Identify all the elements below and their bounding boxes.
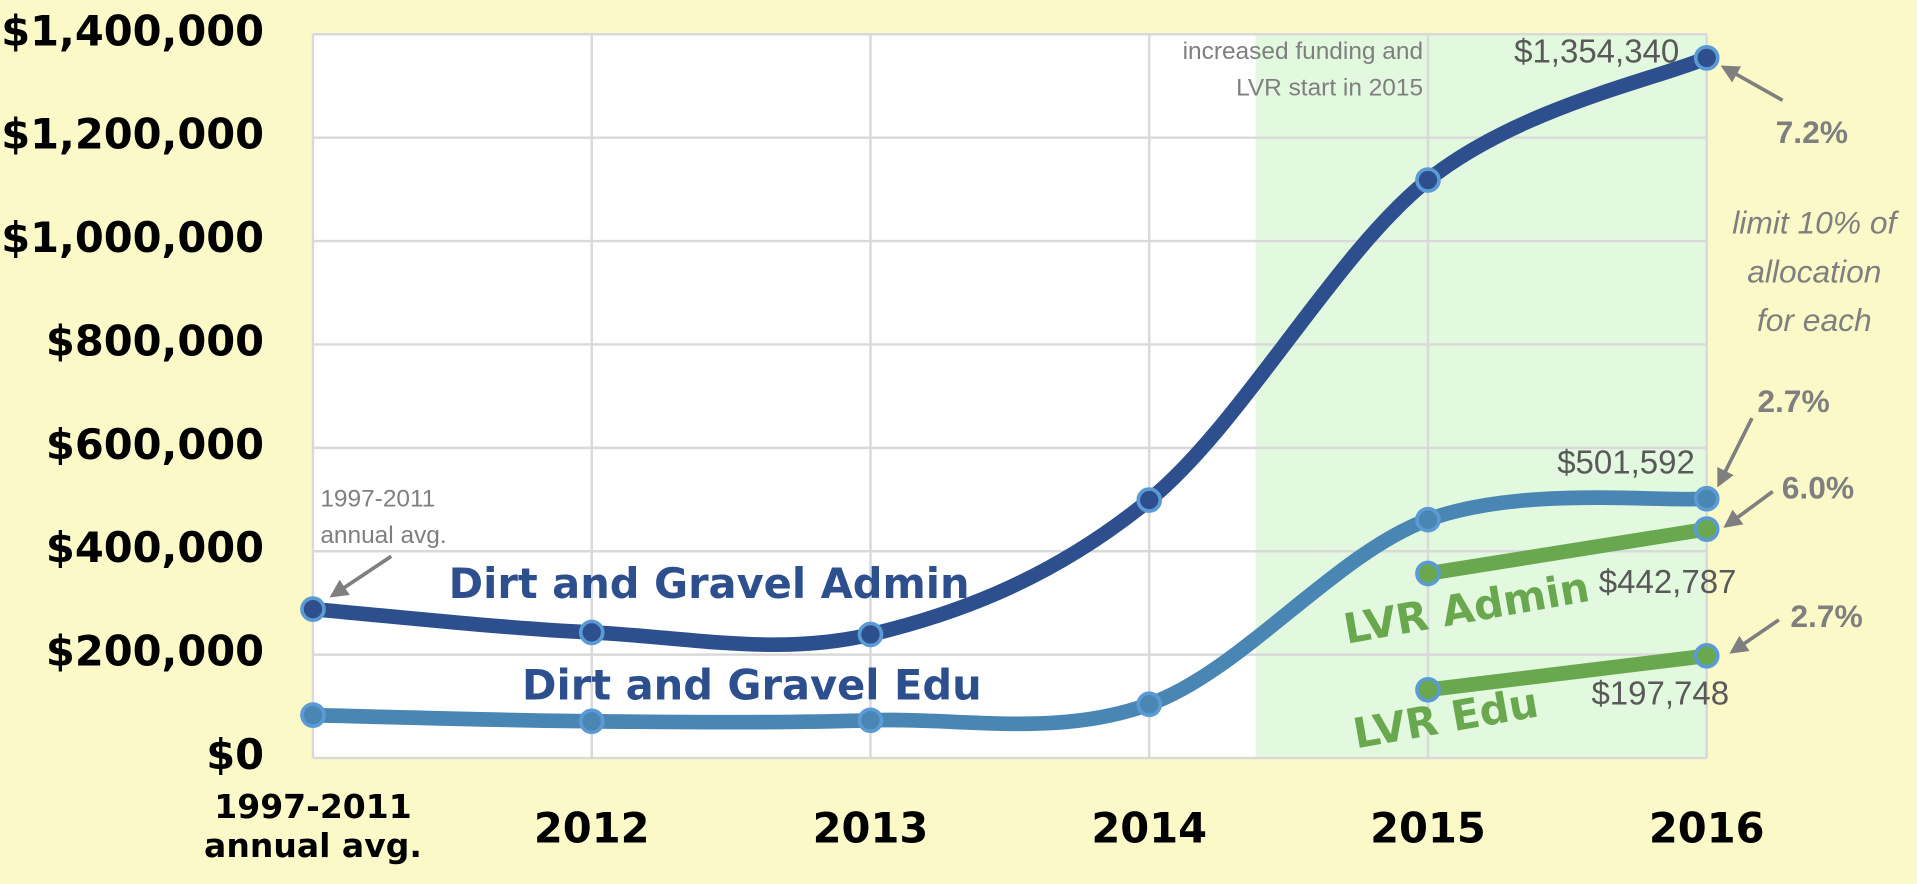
annotation: limit 10% of (1732, 204, 1899, 240)
series-line (1420, 648, 1715, 698)
arrow (329, 554, 393, 598)
annotation: increased funding and (1183, 38, 1424, 65)
arrow (1723, 490, 1774, 528)
x-tick: 2013 (812, 806, 929, 854)
point-marker (1693, 45, 1720, 71)
data-label: $501,592 (1557, 443, 1695, 480)
y-tick-label: $1,000,000 (1, 213, 264, 262)
annotation: for each (1757, 302, 1872, 338)
x-tick-label: 2016 (1648, 806, 1765, 854)
x-tick: 1997-2011 annual avg. (204, 788, 422, 866)
point-marker (300, 596, 326, 622)
x-tick: 2014 (1091, 806, 1208, 854)
x-tick-label: 1997-2011 annual avg. (204, 788, 422, 866)
highlight-region (1255, 34, 1707, 759)
annotation: allocation (1747, 253, 1881, 289)
point-marker (1136, 691, 1163, 718)
point-marker (1136, 487, 1163, 513)
annotation: 6.0% (1782, 470, 1854, 506)
x-tick-label: 2014 (1091, 806, 1208, 854)
series-label: Dirt and Gravel Admin (449, 559, 970, 608)
arrow (1717, 417, 1754, 488)
point-marker (578, 619, 605, 646)
point-marker (857, 707, 884, 734)
x-tick: 2015 (1370, 806, 1486, 854)
x-tick-label: 2013 (812, 806, 929, 854)
y-tick-label: $200,000 (46, 627, 264, 676)
y-tick-label: $600,000 (46, 420, 264, 469)
point-marker (1693, 485, 1720, 512)
y-tick-label: $1,400,000 (1, 6, 264, 55)
x-tick-label: 2015 (1370, 806, 1486, 854)
x-tick: 2016 (1648, 806, 1765, 854)
series-label: Dirt and Gravel Edu (522, 660, 982, 709)
series-line (305, 490, 1715, 732)
y-tick-label: $0 (206, 730, 264, 779)
point-marker (1693, 642, 1720, 669)
data-label: $1,354,340 (1514, 33, 1679, 70)
annotation: 2.7% (1790, 598, 1862, 634)
annotation: LVR start in 2015 (1236, 75, 1423, 102)
annotation: 7.2% (1776, 114, 1848, 150)
annotation: annual avg. (320, 522, 446, 549)
arrow (1720, 65, 1784, 102)
data-label: $197,748 (1591, 674, 1729, 711)
point-marker (1415, 560, 1441, 587)
annotation: 1997-2011 (320, 486, 435, 513)
point-marker (1693, 516, 1720, 542)
y-tick-label: $800,000 (46, 316, 264, 365)
point-marker (1415, 506, 1441, 533)
arrow (1729, 618, 1780, 654)
point-marker (857, 621, 884, 648)
y-tick-label: $1,200,000 (1, 110, 264, 159)
x-tick: 2012 (533, 806, 650, 854)
annotation: 2.7% (1757, 383, 1829, 419)
point-marker (578, 708, 605, 735)
data-label: $442,787 (1599, 563, 1737, 600)
point-marker (1415, 676, 1441, 703)
series-line (305, 50, 1715, 653)
y-tick-label: $400,000 (46, 523, 264, 572)
point-marker (1415, 167, 1441, 193)
point-marker (300, 702, 326, 728)
series-line (1420, 521, 1715, 581)
x-tick-label: 2012 (533, 806, 650, 854)
